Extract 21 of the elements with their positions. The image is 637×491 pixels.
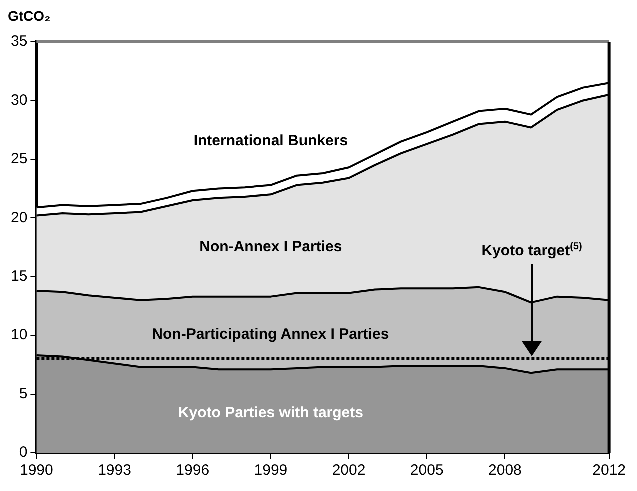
y-tick-label: 0 bbox=[19, 444, 28, 462]
series-label: International Bunkers bbox=[194, 132, 348, 150]
x-tick-label: 1990 bbox=[20, 462, 54, 480]
series-label: Kyoto Parties with targets bbox=[178, 404, 364, 422]
x-tick-label: 2008 bbox=[488, 462, 522, 480]
y-tick-label: 20 bbox=[10, 209, 28, 226]
y-tick-label: 5 bbox=[19, 385, 28, 402]
x-tick-label: 2002 bbox=[332, 462, 366, 480]
series-label: Non-Annex I Parties bbox=[200, 238, 342, 256]
x-tick-label: 2005 bbox=[410, 462, 444, 480]
x-tick-label: 1993 bbox=[98, 462, 132, 480]
y-tick-label: 10 bbox=[10, 326, 28, 344]
x-tick-label: 1999 bbox=[254, 462, 288, 480]
y-tick-label: 15 bbox=[10, 268, 28, 285]
x-tick-label: 1996 bbox=[176, 462, 210, 480]
series-label: Non-Participating Annex I Parties bbox=[152, 326, 390, 344]
y-tick-label: 30 bbox=[10, 92, 28, 109]
y-tick-label: 35 bbox=[10, 33, 28, 50]
y-axis-title: GtCO₂ bbox=[8, 8, 51, 24]
x-tick-label: 2012 bbox=[592, 462, 626, 480]
y-tick-label: 25 bbox=[10, 150, 28, 168]
